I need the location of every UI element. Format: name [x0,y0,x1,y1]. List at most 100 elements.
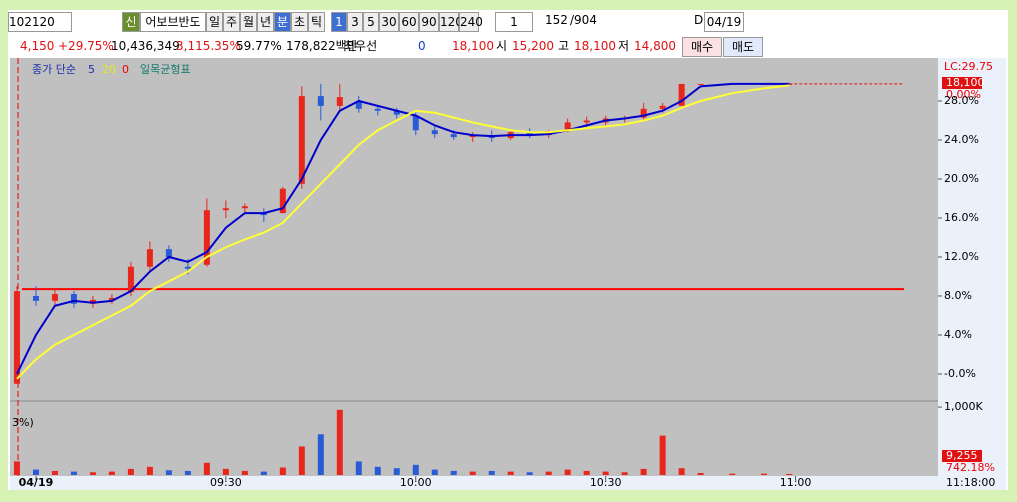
toolbar-button[interactable]: 틱 [308,12,325,32]
candle-body [70,294,77,304]
volume-bar [184,470,191,475]
ratio: 59.77% [236,39,282,53]
candle-body [393,110,400,115]
toolbar-button[interactable]: 초 [291,12,308,32]
volume-pct: 742.18% [946,461,995,474]
y-tick-label: 24.0% [944,133,979,146]
x-tick-label: 10:00 [400,476,432,489]
toolbar-button[interactable]: 240 [459,12,483,32]
y-tick-label: 16.0% [944,211,979,224]
candle-body [13,291,20,384]
toolbar-button[interactable]: 60 [399,12,419,32]
toolbar-button[interactable]: 주 [223,12,240,32]
toolbar-button[interactable]: 90 [419,12,439,32]
candle-body [678,83,685,106]
candle-body [336,97,343,106]
volume-bar [222,468,229,475]
toolbar-button[interactable]: 5 [363,12,379,32]
y-tick-label: 1,000K [944,400,983,413]
candle-body [108,297,115,300]
badge: 신 [122,12,140,32]
toolbar-button[interactable]: 3 [347,12,363,32]
volume-current: 9,255 [946,449,978,462]
candle-body [127,266,134,293]
volume-bar [659,435,666,475]
volume-bar [760,473,767,475]
volume-bar [697,472,704,475]
candle-body [203,210,210,265]
candle-body [355,100,362,109]
candle-body [412,115,419,131]
volume-bar [279,467,286,475]
volume-bar [298,446,305,475]
volume-bar [203,462,210,475]
d-label: D [694,13,704,27]
toolbar-button[interactable]: 분 [274,12,291,32]
toolbar-button[interactable]: 1 [331,12,347,32]
volume-bar [469,471,476,475]
low-label: 저 [618,39,630,53]
open-label: 시 [496,39,508,53]
volume-bar [127,468,134,475]
ma-line [16,84,790,380]
volume-bar [260,471,267,475]
volume-bar [412,464,419,475]
legend-ma20: 20 [102,63,116,76]
y-tick-label: 12.0% [944,250,979,263]
toolbar-button[interactable]: 일 [206,12,223,32]
legend-label: 종가 단순 [32,63,76,76]
y-tick-label: 28.0% [944,94,979,107]
candle-body [564,122,571,132]
x-tick-label: 04/19 [19,476,54,489]
candle-body [184,266,191,269]
date[interactable]: 04/19 [704,12,744,32]
volume: 10,436,349 [111,39,180,53]
volume-bar [146,466,153,475]
volume-bar [13,461,20,475]
x-tick-label: 11:00 [780,476,812,489]
toolbar-button[interactable]: 월 [240,12,257,32]
candle-body [374,108,381,111]
y-tick-label: 4.0% [944,328,972,341]
buy-button[interactable]: 매수 [682,37,722,57]
toolbar-button[interactable]: 년 [257,12,274,32]
volume-bar [336,409,343,475]
candle-body [241,206,248,209]
candle-body [450,134,457,138]
amount: 178,822백만 [286,39,358,53]
volume-bar [450,470,457,475]
volume-bar [374,466,381,475]
high: 18,100 [574,39,616,53]
stock-name: 어보브반도 [140,12,206,32]
sell-button[interactable]: 매도 [723,37,763,57]
current-box [942,77,982,89]
candle-body [431,130,438,135]
candle-body [165,249,172,257]
limit-label: LC:29.75 [944,60,993,73]
axis-bg [938,58,1006,490]
count[interactable]: 1 [495,12,533,32]
high-label: 고 [558,39,570,53]
y-tick-label: -0.0% [944,367,976,380]
code-input[interactable]: 102120 [8,12,72,32]
toolbar-button[interactable]: 30 [379,12,399,32]
candle-body [146,249,153,267]
volume-rate: 3,115.35% [176,39,241,53]
x-tick-label: 10:30 [590,476,622,489]
volume-bar [786,473,793,475]
shown: 152 [545,13,568,27]
end-time: 11:18:00 [946,476,995,489]
candle-body [317,96,324,106]
total: /904 [570,13,597,27]
current-pct: 0.00% [946,88,981,101]
volume-box [942,450,982,462]
toolbar-button[interactable]: 120 [439,12,463,32]
volume-bar [729,473,736,475]
candle-body [640,108,647,118]
volume-bar [583,470,590,475]
volume-bar [317,434,324,475]
volume-bar [640,468,647,475]
volume-bar [32,469,39,475]
